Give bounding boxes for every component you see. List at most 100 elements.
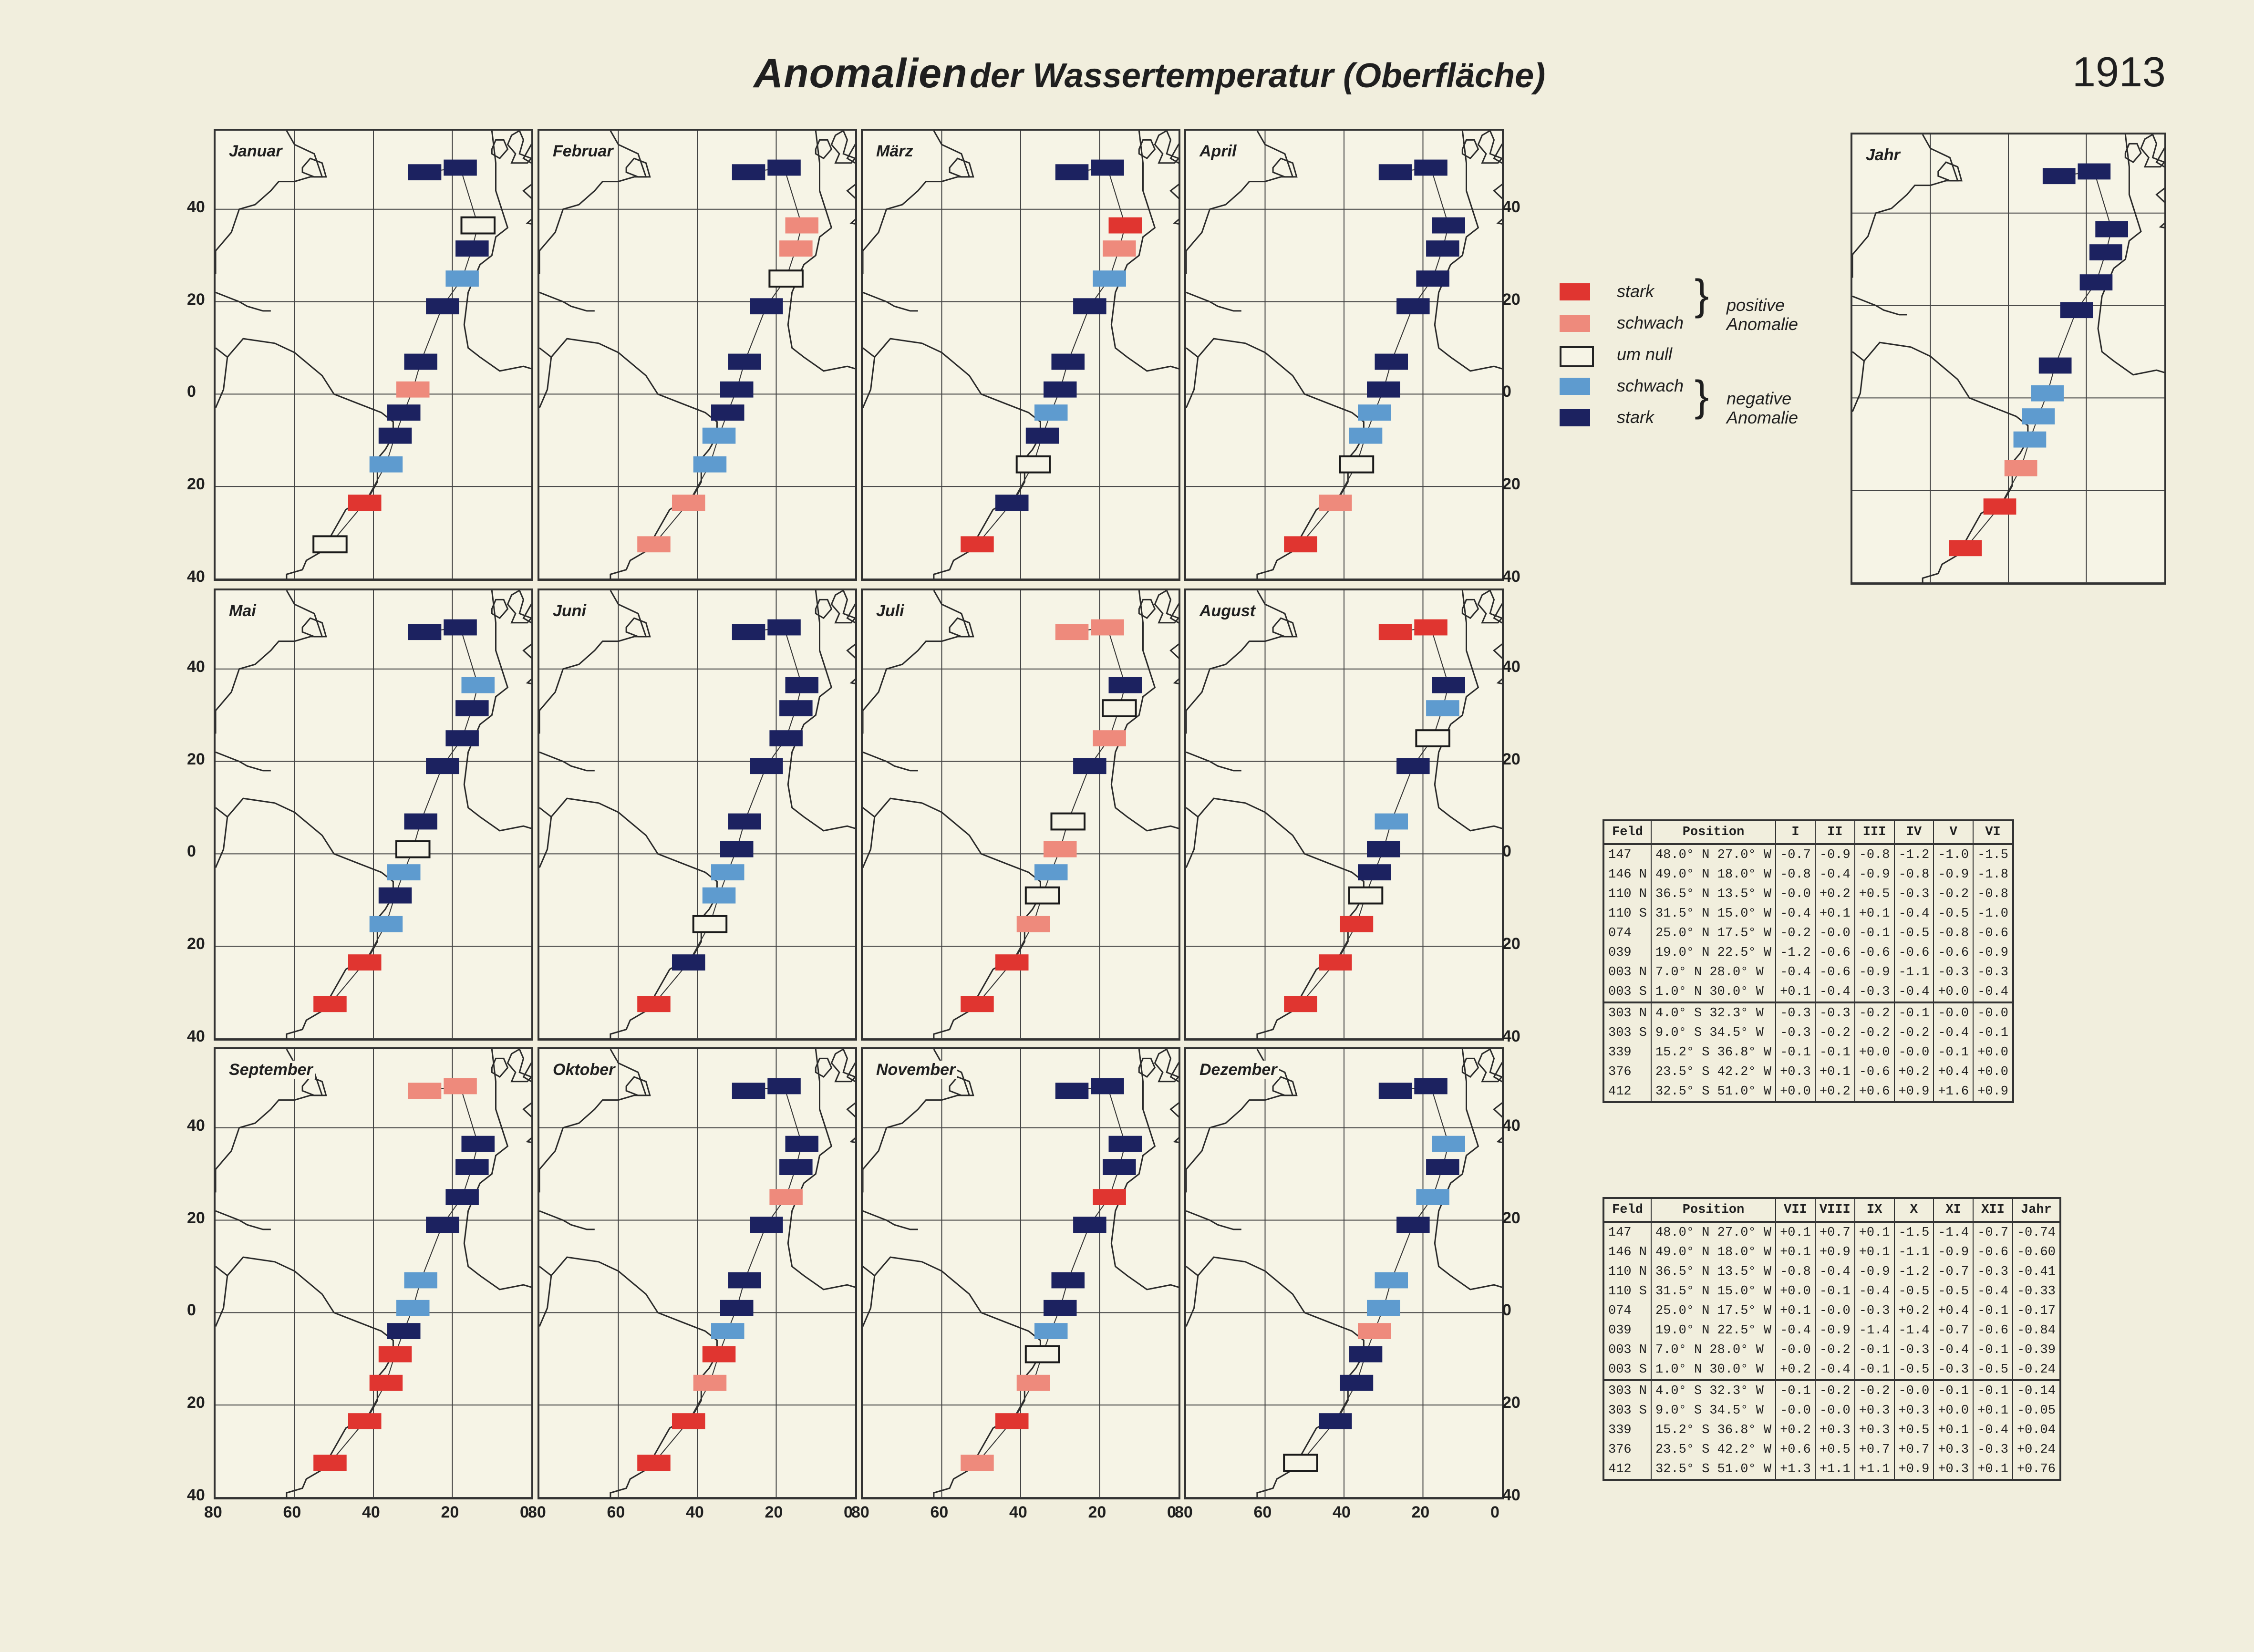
table1-cell: -0.1 [1933,1043,1974,1062]
lon-tick: 40 [362,1503,380,1521]
coastline [216,807,228,817]
table1-cell: 339 [1603,1043,1652,1062]
lat-tick-left: 40 [187,1116,205,1135]
table2-cell: -1.4 [1854,1321,1895,1340]
table1-cell: 19.0° N 22.5° W [1651,943,1777,962]
anomaly-box-003-n [2038,357,2072,374]
table1-cell: +0.0 [1973,1043,2014,1062]
anomaly-box-110-n [461,677,495,693]
anomaly-box-003-s [1044,841,1077,857]
anomaly-box-074 [445,270,479,287]
anomaly-box-110-s [455,700,489,716]
table1-cell: 074 [1603,923,1652,943]
map-panel: Februar [538,129,857,581]
table2-cell: 110 N [1603,1262,1652,1281]
coastline [539,751,595,772]
anomaly-box-376 [995,1413,1029,1429]
table2-cell: +0.5 [1893,1420,1934,1440]
anomaly-box-412 [313,996,347,1012]
anomaly-box-110-s [779,1159,813,1175]
table2-cell: +0.2 [1893,1301,1934,1321]
table1-cell: 31.5° N 15.0° W [1651,904,1777,923]
legend-swatch [1560,283,1590,300]
lat-tick-right: 40 [1502,197,1520,216]
anomaly-box-376 [672,1413,705,1429]
table1-cell: 412 [1603,1082,1652,1102]
table1-cell: 36.5° N 13.5° W [1651,884,1777,904]
anomaly-box-303-n [1358,1323,1391,1339]
table1-cell: -0.2 [1933,884,1974,904]
table2-cell: -0.2 [1814,1340,1855,1360]
table2-cell: 23.5° S 42.2° W [1651,1440,1777,1459]
anomaly-box-303-n [2022,408,2055,424]
coastline [787,590,855,832]
anomaly-box-146-n [444,1078,477,1094]
table2-cell: -0.5 [1893,1360,1934,1380]
anomaly-box-110-n [1108,677,1142,693]
coastline [863,131,971,274]
map-panel: August [1184,589,1504,1041]
anomaly-box-074 [1093,1189,1126,1205]
table1-cell: -0.1 [1854,923,1895,943]
anomaly-box-303-s [1349,427,1383,444]
table2-cell: +0.5 [1814,1440,1855,1459]
anomaly-box-376 [995,495,1029,511]
table-row: 146 N 49.0° N 18.0° W -0.8 -0.4 -0.9 -0.8 -0.9… [1603,865,2014,884]
table1-cell: -0.3 [1775,1023,1816,1043]
table2-cell: -0.0 [1814,1301,1855,1321]
ship-route [330,167,479,545]
anomaly-box-003-n [404,353,437,370]
lat-tick-left: 20 [187,1208,205,1227]
table1-cell: -0.9 [1973,943,2014,962]
anomaly-box-074 [1416,1189,1449,1205]
anomaly-box-039 [2060,302,2093,319]
coastline [863,1256,1041,1497]
table2-cell: -0.2 [1814,1379,1855,1401]
anomaly-box-003-n [404,813,437,830]
anomaly-box-110-s [1426,700,1459,716]
anomaly-box-147 [1378,164,1412,181]
title-rest: der Wassertemperatur (Oberfläche) [970,57,1546,95]
table1-cell: -0.4 [1814,865,1855,884]
table2-cell: -0.1 [1814,1281,1855,1301]
anomaly-box-074 [769,730,803,746]
table2-cell: -0.6 [1973,1242,2013,1262]
anomaly-box-339 [1340,916,1374,932]
table1-cell: +0.5 [1854,884,1895,904]
coastline [787,131,855,372]
table1-cell: -0.6 [1893,943,1934,962]
table2-cell: 4.0° S 32.3° W [1651,1379,1777,1401]
table1-cell: 9.0° S 34.5° W [1651,1023,1777,1043]
ship-route [330,1085,479,1463]
table2-cell: -0.1 [1973,1340,2013,1360]
map-panel: Januar [214,129,533,581]
anomaly-box-412 [313,1455,347,1471]
legend-swatch [1560,378,1590,395]
month-label: Mai [227,602,258,620]
coastline [1461,139,1479,160]
coastline [846,603,855,684]
table1-cell: -0.1 [1973,1023,2014,1043]
table1-cell: 15.2° S 36.8° W [1651,1043,1777,1062]
table2-cell: -1.2 [1893,1262,1934,1281]
coastline [863,347,875,358]
anomaly-box-147 [2042,168,2076,185]
table-row: 147 48.0° N 27.0° W -0.7 -0.9 -0.8 -1.2 -1.0 -1… [1603,844,2014,865]
table1-cell: -0.4 [1933,1023,1974,1043]
anomaly-box-110-n [461,1136,495,1152]
table2-cell: +1.1 [1814,1459,1855,1480]
table1-cell: -0.8 [1973,884,2014,904]
anomaly-box-074 [1415,729,1450,748]
table2-cell: 9.0° S 34.5° W [1651,1401,1777,1420]
anomaly-box-303-s [2013,431,2047,448]
anomaly-box-110-n [460,216,496,235]
anomaly-box-303-n [711,864,744,880]
anomaly-box-003-n [728,813,761,830]
coastline [463,1049,531,1291]
coastline [1477,131,1502,164]
table1-cell: 147 [1603,844,1652,865]
anomaly-box-147 [1378,1083,1412,1099]
table2-cell: +0.9 [1814,1242,1855,1262]
coastline [846,143,855,225]
table1-cell: +0.1 [1854,904,1895,923]
